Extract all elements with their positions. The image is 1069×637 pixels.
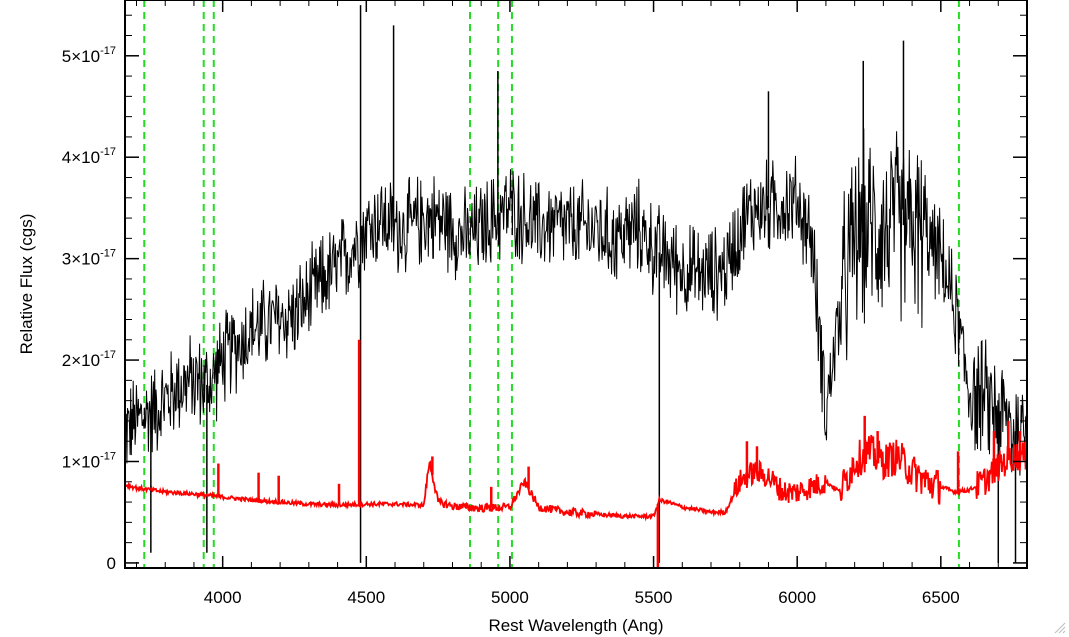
x-tick-label: 4000 [204,588,242,607]
x-tick-label: 4500 [347,588,385,607]
resize-grip-icon[interactable] [1052,620,1066,634]
x-axis-label: Rest Wavelength (Ang) [488,616,663,635]
model-spectrum-series [124,339,1028,567]
x-tick-label: 5500 [635,588,673,607]
reference-lines-group [143,0,960,568]
y-tick-label: 4×10-17 [62,146,116,167]
x-tick-label: 6000 [778,588,816,607]
y-tick-label: 3×10-17 [62,248,116,269]
model-spectrum-line [124,434,1028,522]
y-tick-label: 2×10-17 [62,349,116,370]
x-axis: 4000 4500 5000 5500 6000 6500 [135,0,1028,607]
y-tick-label: 1×10-17 [62,451,116,472]
y-axis-label: Relative Flux (cgs) [17,214,36,355]
x-tick-label: 6500 [922,588,960,607]
x-tick-label: 5000 [491,588,529,607]
observed-spectrum-series [124,5,1028,563]
y-tick-label: 0 [107,554,116,573]
plot-frame [124,0,1028,569]
observed-spectrum-line [124,128,1028,476]
y-tick-label: 5×10-17 [62,45,116,66]
